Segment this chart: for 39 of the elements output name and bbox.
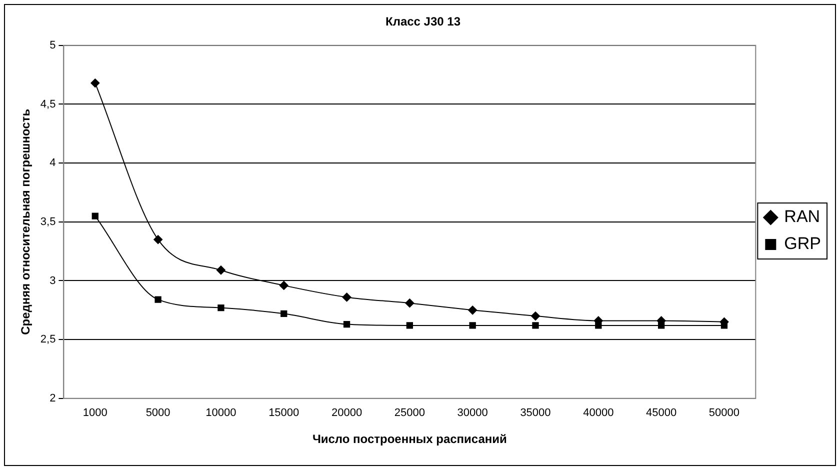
point [469,322,476,329]
point [218,304,224,312]
y-tick-label: 4,5 [40,98,56,110]
point [216,266,226,275]
x-axis-title: Число построенных расписаний [312,432,507,446]
y-tick-label: 5 [50,39,56,52]
point [342,292,352,302]
y-tick-label: 3,5 [40,216,56,228]
x-tick-label: 1000 [82,407,108,420]
point [154,296,162,303]
point [280,310,288,318]
x-tick-label: 15000 [268,407,300,420]
x-tick-label: 10000 [206,407,236,420]
point [279,280,288,290]
point [92,212,98,220]
y-tick-label: 4 [50,157,56,170]
point [532,322,539,329]
point [405,298,414,308]
point [154,235,163,244]
x-tick-label: 35000 [520,407,551,420]
point [406,322,414,329]
x-tick-label: 45000 [646,407,677,420]
x-tick-label: 50000 [708,407,740,420]
point [530,312,540,321]
y-axis-title: Средняя относительная погрешность [18,108,33,335]
x-tick-label: 40000 [583,407,614,420]
y-tick-label: 3 [50,274,56,287]
legend-label: RAN [784,207,820,226]
point [90,78,100,88]
x-tick-label: 30000 [457,407,488,420]
x-tick-label: 25000 [394,407,425,420]
x-tick-label: 5000 [146,407,170,420]
y-tick-label: 2 [50,392,56,404]
chart-title: Класс J30 13 [385,14,461,29]
legend-label: GRP [784,234,822,254]
point [468,306,478,315]
point [343,320,350,328]
x-tick-label: 20000 [331,407,362,420]
y-tick-label: 2,5 [40,334,56,346]
